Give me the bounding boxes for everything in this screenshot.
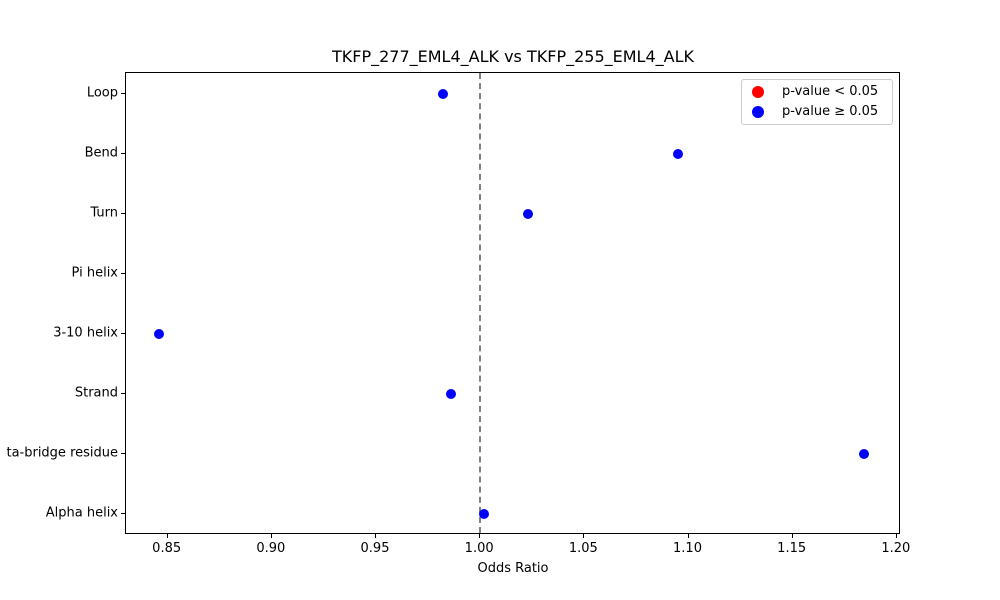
y-tick-label: Pi helix [71,265,118,281]
data-point [858,449,869,459]
x-tick [687,534,689,538]
y-tick-label: Strand [74,385,118,401]
x-tick [375,534,376,538]
red-dot-icon [752,85,764,98]
y-tick-label: Turn [90,205,118,221]
x-tick-label: 1.10 [673,541,702,556]
data-point [154,329,165,339]
x-tick [895,534,897,538]
y-tick-label: 3-10 helix [53,325,118,341]
y-tick [121,213,125,214]
chart-title: TKFP_277_EML4_ALK vs TKFP_255_EML4_ALK [331,47,694,66]
x-tick-label: 1.00 [464,541,494,556]
y-tick [121,93,125,94]
x-tick-label: 1.15 [777,541,807,556]
data-point [446,389,456,399]
x-tick [791,534,793,538]
x-tick [166,534,168,538]
data-point [479,509,490,519]
y-tick-label: Bend [84,145,118,161]
x-tick-label: 1.05 [568,541,598,556]
y-tick [121,513,125,514]
x-tick [270,534,272,538]
blue-dot-icon [752,105,764,118]
legend: p-value < 0.05 p-value ≥ 0.05 [741,79,893,125]
y-tick [121,453,125,454]
reference-line [479,73,482,533]
data-point [437,89,448,99]
y-tick-label: ta-bridge residue [6,445,118,461]
y-tick [121,153,125,154]
x-tick-label: 1.20 [881,541,911,556]
y-tick-label: Alpha helix [45,505,118,521]
y-tick [121,333,125,334]
x-tick [479,534,481,538]
y-tick-label: Loop [86,85,118,101]
x-tick [583,534,585,538]
legend-item-not-significant: p-value ≥ 0.05 [752,104,878,119]
plot-area [125,72,900,534]
y-tick [121,273,125,274]
x-tick-label: 0.95 [360,541,390,556]
data-point [523,209,534,219]
x-tick-label: 0.85 [152,541,182,556]
x-tick-label: 0.90 [256,541,286,556]
x-axis-label: Odds Ratio [477,561,549,576]
data-point [673,149,684,159]
legend-item-significant: p-value < 0.05 [752,84,878,99]
y-tick [121,393,125,394]
